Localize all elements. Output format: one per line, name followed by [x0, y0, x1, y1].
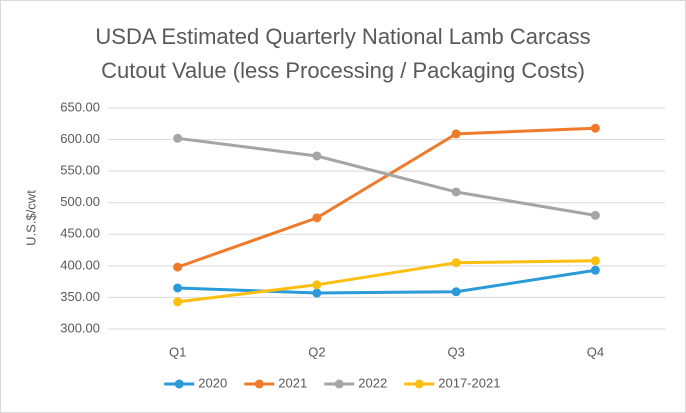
- chart-title: Cutout Value (less Processing / Packagin…: [101, 58, 585, 83]
- y-tick-label: 400.00: [60, 257, 100, 272]
- y-tick-label: 300.00: [60, 320, 100, 335]
- data-point: [451, 129, 461, 139]
- data-point: [590, 210, 600, 220]
- y-axis-label: U.S.$/cwt: [23, 190, 38, 246]
- data-point: [312, 213, 322, 223]
- series-line: [177, 268, 596, 295]
- data-point: [590, 123, 600, 133]
- data-point: [173, 297, 183, 307]
- data-point: [451, 258, 461, 268]
- y-tick-label: 450.00: [60, 226, 100, 241]
- data-point: [590, 256, 600, 266]
- y-tick-label: 550.00: [60, 163, 100, 178]
- data-point: [312, 151, 322, 161]
- y-tick-label: 600.00: [60, 131, 100, 146]
- x-tick-label: Q3: [447, 344, 464, 359]
- series-line: [177, 259, 596, 304]
- legend-marker: [174, 379, 184, 389]
- data-point: [173, 283, 183, 293]
- data-point: [451, 287, 461, 297]
- legend-marker: [334, 379, 344, 389]
- legend-label: 2022: [358, 375, 387, 390]
- data-point: [451, 187, 461, 197]
- data-point: [312, 280, 322, 290]
- data-point: [173, 133, 183, 143]
- series-line: [177, 136, 596, 217]
- y-tick-label: 350.00: [60, 289, 100, 304]
- legend-label: 2017-2021: [438, 375, 500, 390]
- legend-marker: [414, 379, 424, 389]
- series-line: [177, 126, 596, 269]
- legend-label: 2020: [198, 375, 227, 390]
- x-tick-label: Q1: [169, 344, 186, 359]
- x-tick-label: Q2: [308, 344, 325, 359]
- legend-marker: [254, 379, 264, 389]
- data-point: [312, 288, 322, 298]
- y-tick-label: 500.00: [60, 194, 100, 209]
- y-tick-label: 650.00: [60, 99, 100, 114]
- data-point: [173, 262, 183, 272]
- legend-label: 2021: [278, 375, 307, 390]
- x-tick-label: Q4: [587, 344, 604, 359]
- data-point: [590, 265, 600, 275]
- chart-title: USDA Estimated Quarterly National Lamb C…: [95, 24, 590, 49]
